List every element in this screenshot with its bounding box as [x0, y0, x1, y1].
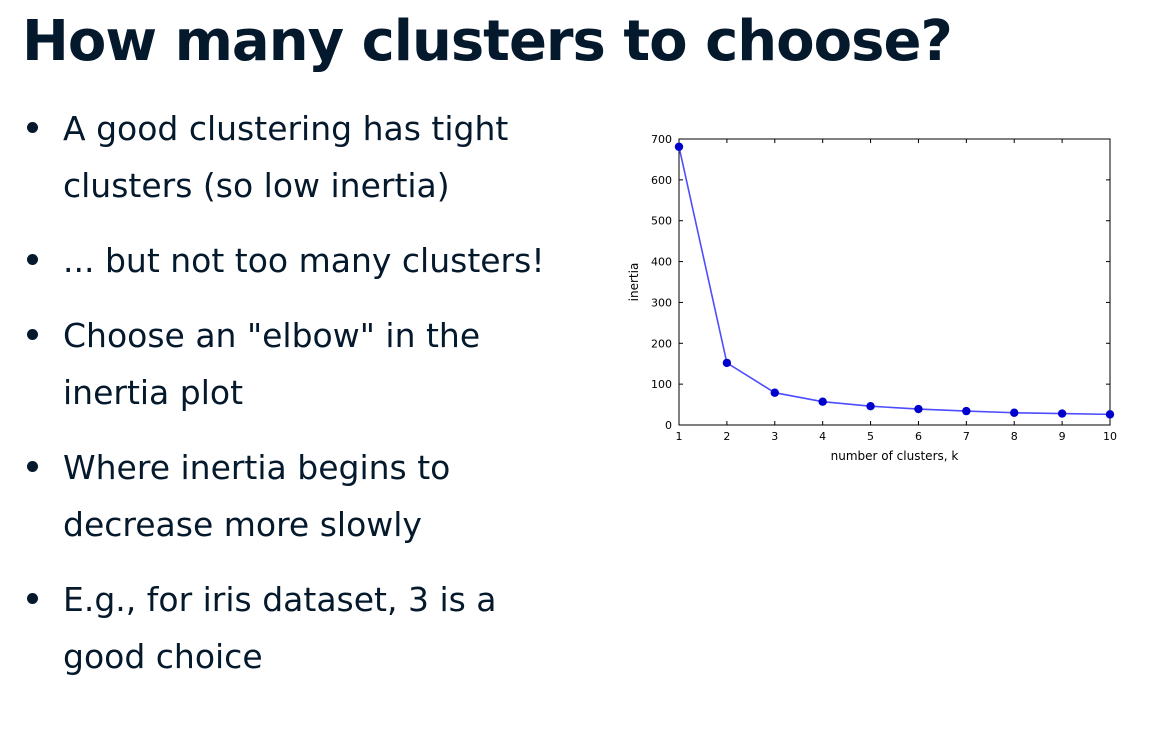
bullet-text-line: inertia plot — [63, 373, 244, 412]
y-tick-label: 200 — [651, 337, 672, 350]
y-tick-label: 500 — [651, 215, 672, 228]
x-tick-label: 8 — [1011, 430, 1018, 443]
series-line — [678, 146, 1111, 416]
x-tick-label: 1 — [676, 430, 683, 443]
bullet-dot-icon — [27, 254, 38, 265]
bullet-dot-icon — [27, 122, 38, 133]
data-point — [914, 404, 923, 414]
bullet-item: A good clustering has tight clusters (so… — [22, 100, 602, 214]
bullet-dot-icon — [27, 593, 38, 604]
x-axis-label: number of clusters, k — [831, 449, 959, 463]
data-point — [674, 142, 684, 151]
x-tick-label: 9 — [1059, 430, 1066, 443]
bullet-item: Where inertia begins to decrease more sl… — [22, 439, 602, 553]
data-point — [866, 402, 875, 411]
x-tick-label: 10 — [1103, 430, 1117, 443]
y-tick-label: 300 — [651, 296, 672, 309]
y-tick-label: 600 — [651, 174, 672, 187]
bullet-dot-icon — [27, 329, 38, 340]
bullet-text-line: ... but not too many clusters! — [63, 241, 545, 280]
x-tick-label: 7 — [963, 430, 970, 443]
x-tick-label: 3 — [771, 430, 778, 443]
data-point — [1010, 408, 1019, 417]
bullet-text-line: Where inertia begins to — [63, 448, 451, 487]
bullet-text-line: E.g., for iris dataset, 3 is a — [63, 580, 497, 619]
bullet-text-line: Choose an "elbow" in the — [63, 316, 481, 355]
series-inertia — [674, 142, 1115, 419]
y-tick-label: 700 — [651, 133, 672, 146]
data-point — [770, 388, 779, 397]
data-point — [962, 406, 971, 416]
data-point — [1105, 410, 1115, 419]
data-point — [722, 358, 732, 368]
bullet-item: ... but not too many clusters! — [22, 232, 602, 289]
bullet-item: E.g., for iris dataset, 3 is a good choi… — [22, 571, 602, 685]
bullet-item: Choose an "elbow" in the inertia plot — [22, 307, 602, 421]
bullet-text-line: decrease more slowly — [63, 505, 422, 544]
bullet-text-line: clusters (so low inertia) — [63, 166, 450, 205]
bullet-text-line: A good clustering has tight — [63, 109, 509, 148]
x-tick-label: 6 — [915, 430, 922, 443]
data-point — [818, 397, 827, 406]
x-tick-label: 2 — [723, 430, 730, 443]
axis-ticks — [678, 138, 1111, 426]
slide-title: How many clusters to choose? — [22, 9, 953, 74]
bullet-list: A good clustering has tight clusters (so… — [22, 100, 602, 703]
y-axis-label: inertia — [627, 263, 641, 302]
y-tick-label: 0 — [665, 419, 672, 432]
y-tick-label: 100 — [651, 378, 672, 391]
bullet-dot-icon — [27, 461, 38, 472]
bullet-text-line: good choice — [63, 637, 263, 676]
y-tick-label: 400 — [651, 256, 672, 269]
plot-frame — [678, 138, 1111, 426]
plot-area-border — [678, 138, 1111, 426]
x-tick-label: 4 — [819, 430, 826, 443]
x-tick-label: 5 — [867, 430, 874, 443]
data-point — [1057, 409, 1067, 418]
